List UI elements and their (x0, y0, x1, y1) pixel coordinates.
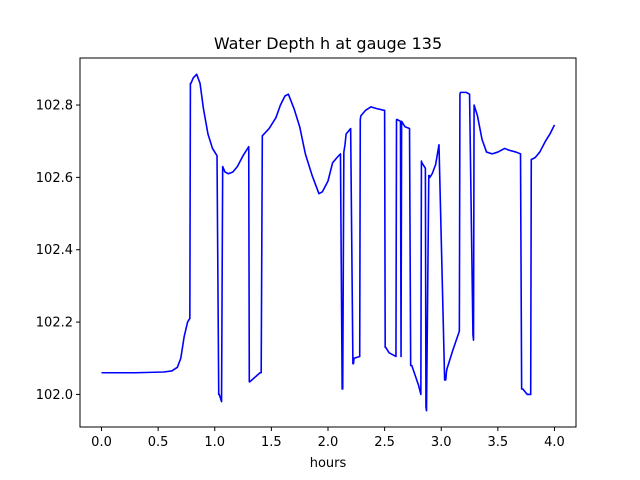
x-tick-label: 0.5 (148, 435, 169, 450)
x-tick-label: 2.5 (374, 435, 395, 450)
x-tick-label: 4.0 (544, 435, 565, 450)
y-tick-label: 102.4 (36, 243, 73, 258)
series-line-0 (101, 73, 556, 412)
plot-area (101, 73, 556, 412)
x-tick-label: 3.5 (488, 435, 509, 450)
x-tick-label: 3.0 (431, 435, 452, 450)
x-tick-label: 2.0 (318, 435, 339, 450)
x-tick-label: 1.5 (261, 435, 282, 450)
y-tick-label: 102.6 (36, 171, 73, 186)
y-tick-label: 102.8 (36, 99, 73, 114)
x-tick-label: 0.0 (91, 435, 112, 450)
y-tick-label: 102.2 (36, 316, 73, 331)
chart-title: Water Depth h at gauge 135 (214, 34, 442, 53)
y-tick-label: 102.0 (36, 388, 73, 403)
x-axis: 0.0 0.5 1.0 1.5 2.0 2.5 3.0 3.5 4.0 (91, 427, 565, 450)
y-axis: 102.0 102.2 102.4 102.6 102.8 (36, 99, 80, 403)
x-axis-label: hours (310, 456, 347, 471)
x-tick-label: 1.0 (204, 435, 225, 450)
